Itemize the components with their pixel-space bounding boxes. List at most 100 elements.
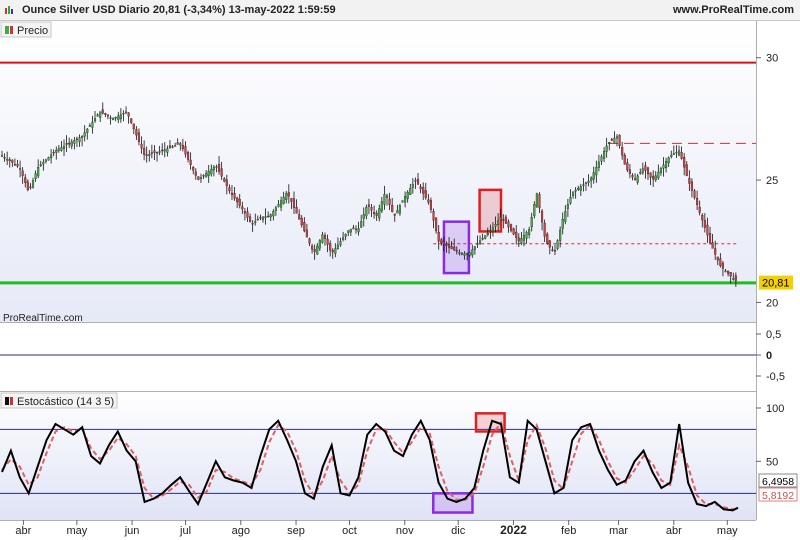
x-axis: abr may jun jul ago sep oct nov dic 2022 feb mar abr… xyxy=(15,520,738,537)
price-bar-body xyxy=(649,172,652,178)
price-bar-body xyxy=(373,212,376,214)
price-bars xyxy=(0,102,737,287)
price-bar-body xyxy=(683,157,686,168)
price-bar-body xyxy=(670,154,673,157)
price-bar-body xyxy=(223,178,226,182)
price-bar-body xyxy=(510,224,513,231)
price-bar-body xyxy=(220,168,223,177)
price-bar-body xyxy=(316,245,319,255)
price-bar-body xyxy=(78,137,81,143)
price-bar-body xyxy=(559,229,562,241)
price-bar-body xyxy=(112,118,115,121)
price-bar-body xyxy=(114,117,117,119)
price-bar-body xyxy=(11,159,14,163)
price-bar-body xyxy=(515,231,518,238)
price-legend[interactable]: Precio xyxy=(0,21,52,38)
price-bar-body xyxy=(367,204,370,207)
price-bar-body xyxy=(228,187,231,192)
price-bar-body xyxy=(202,175,205,177)
price-bar-body xyxy=(543,222,546,237)
price-bar-body xyxy=(404,196,407,203)
price-bar-body xyxy=(639,172,642,174)
price-bar-body xyxy=(608,142,611,144)
price-bar-body xyxy=(690,181,693,191)
price-bar-body xyxy=(347,230,350,233)
price-bar-body xyxy=(393,213,396,216)
price-bar-body xyxy=(724,270,727,273)
price-bar-body xyxy=(70,141,73,147)
price-bar-body xyxy=(311,245,314,250)
price-bar-body xyxy=(610,139,613,141)
price-bar-body xyxy=(729,272,732,277)
price-bar-body xyxy=(62,145,66,149)
price-bar-body xyxy=(522,235,526,241)
price-bar-body xyxy=(96,114,99,117)
site-link[interactable]: www.ProRealTime.com xyxy=(672,4,794,16)
mid-panel[interactable] xyxy=(0,323,756,391)
price-bar-body xyxy=(349,228,352,233)
price-bar-body xyxy=(714,248,717,255)
x-tick-label: ago xyxy=(232,525,250,537)
price-bar-body xyxy=(143,147,146,155)
price-bar-body xyxy=(267,215,270,218)
price-bar-body xyxy=(414,179,417,182)
price-bar-body xyxy=(241,206,244,210)
price-bar-body xyxy=(553,250,557,252)
price-bar-body xyxy=(186,152,190,160)
price-bar-body xyxy=(603,151,606,159)
stoch-d-value: 5,8192 xyxy=(762,490,794,502)
x-tick-label: jul xyxy=(179,525,191,537)
stoch-k-line[interactable] xyxy=(1,418,739,512)
price-bar-body xyxy=(168,145,172,148)
x-tick-label: dic xyxy=(451,525,466,537)
price-bar-body xyxy=(298,214,301,220)
price-bar-body xyxy=(68,142,71,145)
stoch-annotations xyxy=(432,412,506,514)
price-bar-body xyxy=(732,278,735,280)
price-bar-body xyxy=(546,233,549,244)
price-bar-body xyxy=(93,118,97,122)
price-bar-body xyxy=(300,218,303,226)
price-bar-body xyxy=(396,210,399,214)
price-bar-body xyxy=(447,244,451,248)
price-bar-body xyxy=(342,237,345,240)
price-bar-body xyxy=(652,176,655,180)
mid-tick-label: 0 xyxy=(766,350,772,362)
price-bar-body xyxy=(145,154,148,156)
price-bar-body xyxy=(489,230,492,232)
price-bar-body xyxy=(73,140,76,144)
price-bar-body xyxy=(163,149,166,152)
price-bar-body xyxy=(344,234,347,237)
price-axis: 30 25 20 xyxy=(756,53,778,309)
mid-tick-label: -0,5 xyxy=(766,371,785,383)
stoch-legend[interactable]: Estocástico (14 3 5) xyxy=(0,392,118,409)
price-bar-body xyxy=(708,233,712,243)
price-bar-body xyxy=(305,229,308,238)
price-bar-body xyxy=(29,186,32,189)
stoch-axis: 100 50 xyxy=(756,403,784,468)
price-bar-body xyxy=(440,239,443,243)
price-bar-body xyxy=(166,148,169,153)
price-bar-body xyxy=(391,205,394,212)
price-bar-body xyxy=(8,159,11,162)
price-bar-body xyxy=(31,180,35,188)
price-bar-body xyxy=(233,192,236,199)
stoch-panel[interactable] xyxy=(0,392,756,520)
price-bar-body xyxy=(636,175,639,183)
price-bar-body xyxy=(556,240,559,249)
price-bar-body xyxy=(39,164,42,166)
price-bar-body xyxy=(460,253,464,255)
price-bar-body xyxy=(326,238,329,245)
price-bar-body xyxy=(0,155,4,157)
price-bar-body xyxy=(44,159,47,162)
stoch-d-line[interactable] xyxy=(1,420,739,511)
price-legend-label: Precio xyxy=(17,25,48,37)
price-bar-body xyxy=(26,181,29,191)
price-bar-body xyxy=(256,219,259,221)
price-bar-body xyxy=(184,146,187,155)
price-bar-body xyxy=(422,187,425,194)
price-bar-body xyxy=(323,235,327,239)
price-bar-body xyxy=(566,204,569,209)
price-bar-body xyxy=(499,216,502,220)
